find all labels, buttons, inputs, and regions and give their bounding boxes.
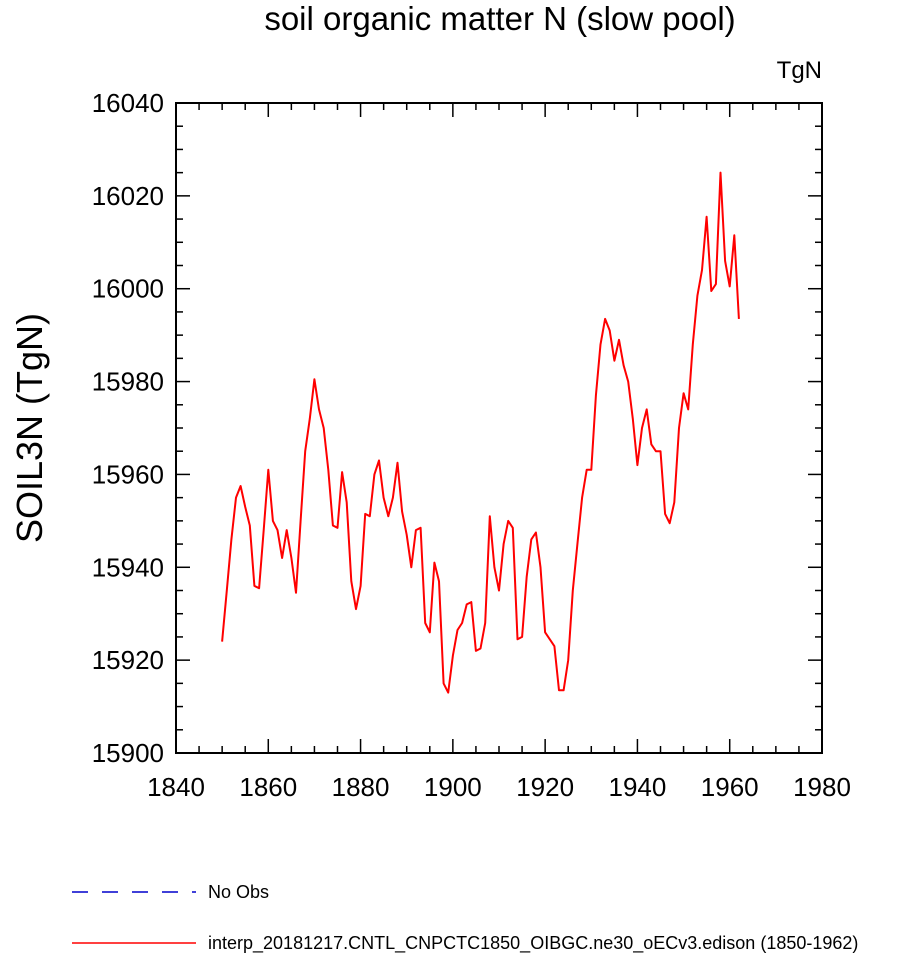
- chart-title: soil organic matter N (slow pool): [264, 0, 735, 37]
- y-tick-label: 15940: [92, 552, 164, 582]
- y-tick-label: 16020: [92, 181, 164, 211]
- x-tick-label: 1880: [332, 772, 390, 802]
- series-layer: [221, 171, 740, 694]
- y-tick-label: 16040: [92, 88, 164, 118]
- x-tick-label: 1900: [424, 772, 482, 802]
- y-tick-label: 15960: [92, 459, 164, 489]
- units-label: TgN: [777, 57, 822, 84]
- x-tick-label: 1980: [793, 772, 851, 802]
- legend-label: No Obs: [208, 882, 269, 902]
- y-axis-label: SOIL3N (TgN): [9, 313, 50, 543]
- x-tick-label: 1840: [147, 772, 205, 802]
- y-tick-label: 16000: [92, 274, 164, 304]
- tick-labels: 1840 1860 1880 1900 1920 1940 1960 1980 15900 159…: [92, 88, 851, 802]
- axis-ticks: [175, 102, 823, 754]
- y-tick-label: 15980: [92, 367, 164, 397]
- legend-label: interp_20181217.CNTL_CNPCTC1850_OIBGC.ne…: [208, 933, 858, 954]
- x-tick-label: 1860: [239, 772, 297, 802]
- y-tick-label: 15900: [92, 738, 164, 768]
- y-tick-label: 15920: [92, 645, 164, 675]
- plot-frame: [175, 102, 823, 754]
- x-tick-label: 1920: [516, 772, 574, 802]
- x-tick-label: 1940: [609, 772, 667, 802]
- x-tick-label: 1960: [701, 772, 759, 802]
- series-line-0: [221, 171, 740, 694]
- legend: No Obs interp_20181217.CNTL_CNPCTC1850_OI…: [72, 882, 858, 954]
